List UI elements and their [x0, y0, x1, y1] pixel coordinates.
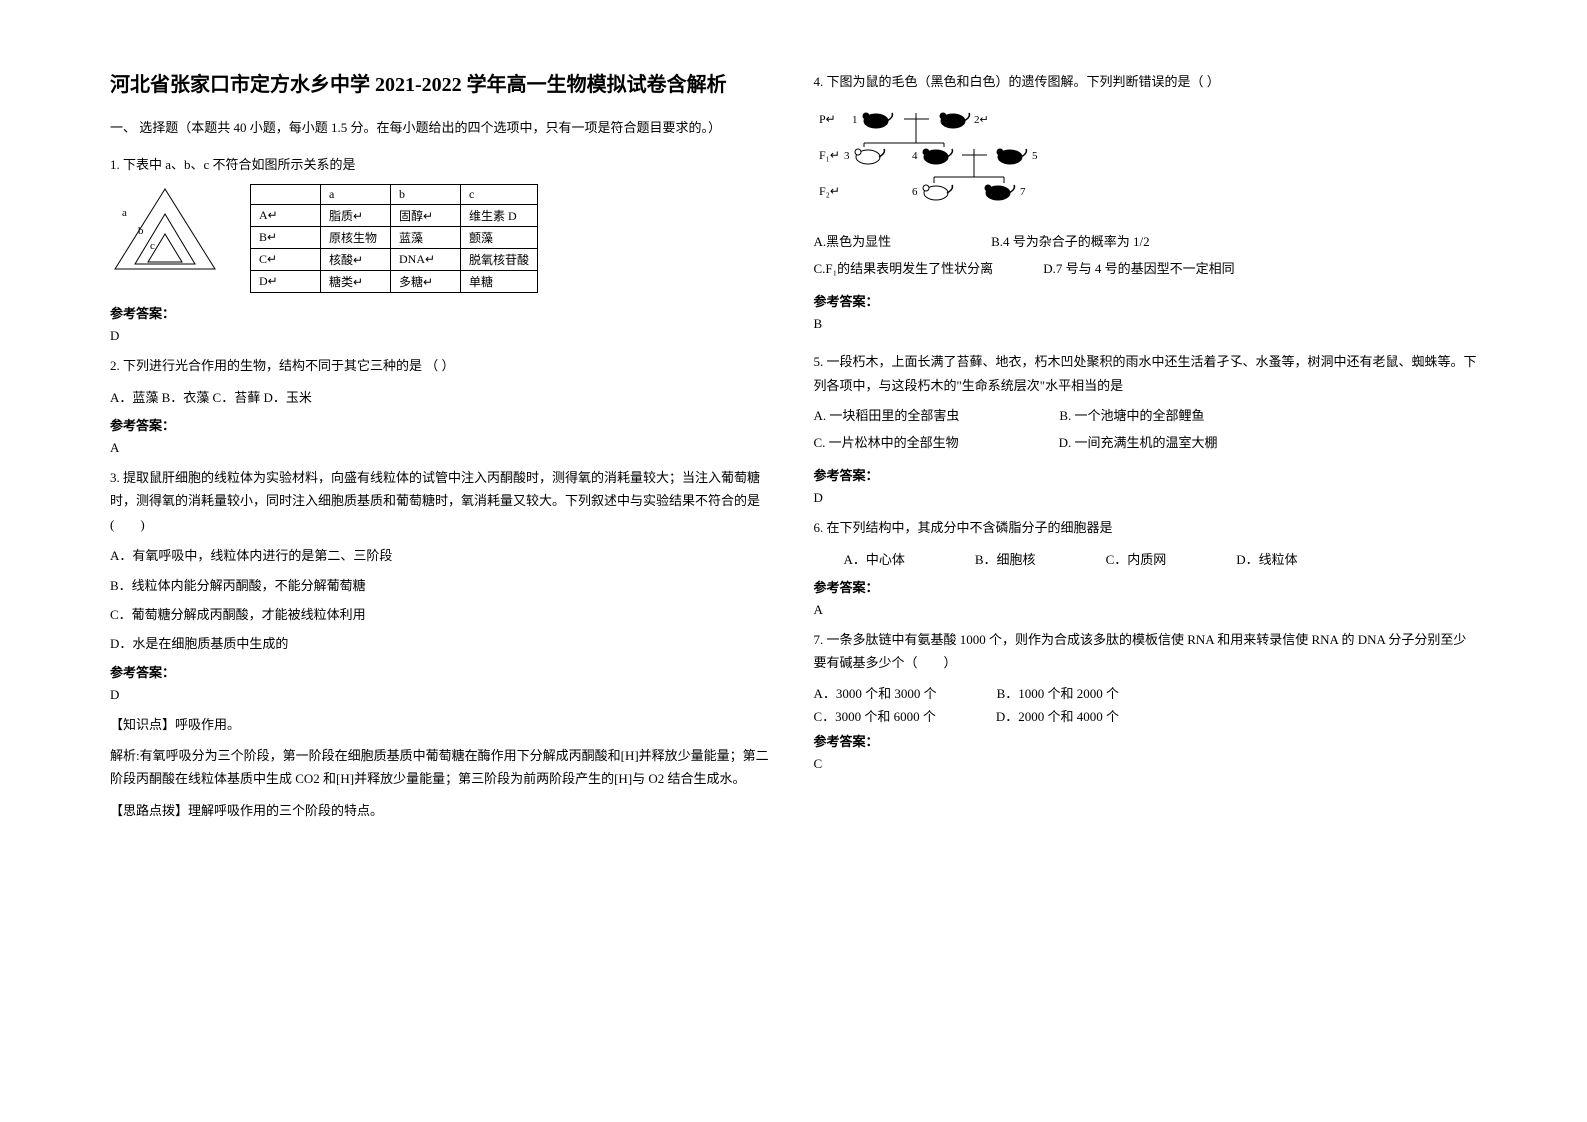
q5-choice-a: A. 一块稻田里的全部害虫 [814, 405, 960, 424]
q4-choice-b: B.4 号为杂合子的概率为 1/2 [991, 231, 1150, 250]
mouse-cross-diagram: P↵ 1 2↵ F₁↵ 3 4 5 F₂↵ 6 7 [814, 103, 1134, 213]
q4-stem: 4. 下图为鼠的毛色（黑色和白色）的遗传图解。下列判断错误的是（ ） [814, 70, 1478, 93]
q4-answer: B [814, 316, 1478, 332]
svg-text:5: 5 [1032, 150, 1038, 162]
q6-choice-d: D．线粒体 [1236, 548, 1297, 571]
q2-answer: A [110, 440, 774, 456]
q3-choice-b: B．线粒体内能分解丙酮酸，不能分解葡萄糖 [110, 574, 774, 597]
q5-choice-c: C. 一片松林中的全部生物 [814, 432, 959, 451]
answer-label: 参考答案： [814, 731, 1478, 750]
answer-label: 参考答案： [814, 291, 1478, 310]
q5-choices-row2: C. 一片松林中的全部生物 D. 一间充满生机的温室大棚 [814, 432, 1478, 451]
q7-choice-b: B．1000 个和 2000 个 [997, 683, 1119, 702]
q3-answer: D [110, 687, 774, 703]
q4-choice-c: C.F₁的结果表明发生了性状分离 [814, 258, 994, 277]
svg-text:3: 3 [844, 150, 850, 162]
q1-stem: 1. 下表中 a、b、c 不符合如图所示关系的是 [110, 153, 774, 176]
table-row: B↵ 原核生物 蓝藻 颤藻 [251, 227, 538, 249]
svg-text:6: 6 [912, 186, 918, 198]
genetics-diagram: P↵ 1 2↵ F₁↵ 3 4 5 F₂↵ 6 7 [814, 103, 1478, 217]
svg-text:1: 1 [852, 114, 858, 126]
section-heading: 一、 选择题（本题共 40 小题，每小题 1.5 分。在每小题给出的四个选项中，… [110, 118, 774, 139]
table-row: a b c [251, 185, 538, 205]
table-row: D↵ 糖类↵ 多糖↵ 单糖 [251, 271, 538, 293]
q4-choices-row2: C.F₁的结果表明发生了性状分离 D.7 号与 4 号的基因型不一定相同 [814, 258, 1478, 277]
page-title: 河北省张家口市定方水乡中学 2021-2022 学年高一生物模拟试卷含解析 [110, 70, 774, 100]
q4-choice-a: A.黑色为显性 [814, 231, 892, 250]
q1-table: a b c A↵ 脂质↵ 固醇↵ 维生素 D B↵ 原核生物 蓝藻 颤藻 C↵ … [250, 184, 538, 293]
q7-choice-c: C．3000 个和 6000 个 [814, 706, 936, 725]
q3-stem: 3. 提取鼠肝细胞的线粒体为实验材料，向盛有线粒体的试管中注入丙酮酸时，测得氧的… [110, 466, 774, 536]
q6-answer: A [814, 602, 1478, 618]
q1-answer: D [110, 328, 774, 344]
svg-text:7: 7 [1020, 186, 1026, 198]
q3-note2: 解析:有氧呼吸分为三个阶段，第一阶段在细胞质基质中葡萄糖在酶作用下分解成丙酮酸和… [110, 744, 774, 791]
answer-label: 参考答案： [814, 465, 1478, 484]
q2-stem: 2. 下列进行光合作用的生物，结构不同于其它三种的是 （ ） [110, 354, 774, 377]
q3-choice-d: D．水是在细胞质基质中生成的 [110, 632, 774, 655]
q6-choice-a: A．中心体 [844, 548, 905, 571]
q6-choice-c: C．内质网 [1106, 548, 1167, 571]
q6-choices: A．中心体 B．细胞核 C．内质网 D．线粒体 [814, 548, 1478, 571]
answer-label: 参考答案： [814, 577, 1478, 596]
svg-text:P↵: P↵ [819, 112, 836, 126]
q2-choices: A．蓝藻 B．衣藻 C．苔藓 D．玉米 [110, 386, 774, 409]
q1-figure-wrap: a b c a b c A↵ 脂质↵ 固醇↵ 维生素 D B↵ 原核生物 蓝藻 … [110, 184, 774, 293]
svg-text:a: a [122, 207, 127, 219]
svg-text:F₁↵: F₁↵ [819, 148, 840, 162]
q7-answer: C [814, 756, 1478, 772]
table-row: C↵ 核酸↵ DNA↵ 脱氧核苷酸 [251, 249, 538, 271]
answer-label: 参考答案： [110, 662, 774, 681]
svg-text:c: c [150, 240, 155, 252]
q7-stem: 7. 一条多肽链中有氨基酸 1000 个，则作为合成该多肽的模板信使 RNA 和… [814, 628, 1478, 675]
q5-answer: D [814, 490, 1478, 506]
q5-stem: 5. 一段朽木，上面长满了苔藓、地衣，朽木凹处聚积的雨水中还生活着孑孓、水蚤等，… [814, 350, 1478, 397]
svg-text:F₂↵: F₂↵ [819, 184, 840, 198]
q3-choice-a: A．有氧呼吸中，线粒体内进行的是第二、三阶段 [110, 544, 774, 567]
q3-note3: 【思路点拨】理解呼吸作用的三个阶段的特点。 [110, 799, 774, 822]
svg-text:b: b [138, 225, 144, 237]
q5-choices-row1: A. 一块稻田里的全部害虫 B. 一个池塘中的全部鲤鱼 [814, 405, 1478, 424]
q5-choice-d: D. 一间充满生机的温室大棚 [1059, 432, 1218, 451]
q7-choice-a: A．3000 个和 3000 个 [814, 683, 937, 702]
q5-choice-b: B. 一个池塘中的全部鲤鱼 [1059, 405, 1204, 424]
q4-choices-row1: A.黑色为显性 B.4 号为杂合子的概率为 1/2 [814, 231, 1478, 250]
q7-choice-d: D．2000 个和 4000 个 [996, 706, 1119, 725]
nested-triangle-diagram: a b c [110, 184, 220, 274]
svg-text:2↵: 2↵ [974, 114, 989, 126]
q4-choice-d: D.7 号与 4 号的基因型不一定相同 [1043, 258, 1234, 277]
answer-label: 参考答案： [110, 415, 774, 434]
q6-choice-b: B．细胞核 [975, 548, 1036, 571]
q3-note1: 【知识点】呼吸作用。 [110, 713, 774, 736]
q7-choices-row1: A．3000 个和 3000 个 B．1000 个和 2000 个 [814, 683, 1478, 702]
q6-stem: 6. 在下列结构中，其成分中不含磷脂分子的细胞器是 [814, 516, 1478, 539]
svg-text:4: 4 [912, 150, 918, 162]
q3-choice-c: C．葡萄糖分解成丙酮酸，才能被线粒体利用 [110, 603, 774, 626]
table-row: A↵ 脂质↵ 固醇↵ 维生素 D [251, 205, 538, 227]
answer-label: 参考答案： [110, 303, 774, 322]
right-column: 4. 下图为鼠的毛色（黑色和白色）的遗传图解。下列判断错误的是（ ） P↵ 1 … [794, 70, 1498, 1082]
q7-choices-row2: C．3000 个和 6000 个 D．2000 个和 4000 个 [814, 706, 1478, 725]
left-column: 河北省张家口市定方水乡中学 2021-2022 学年高一生物模拟试卷含解析 一、… [90, 70, 794, 1082]
